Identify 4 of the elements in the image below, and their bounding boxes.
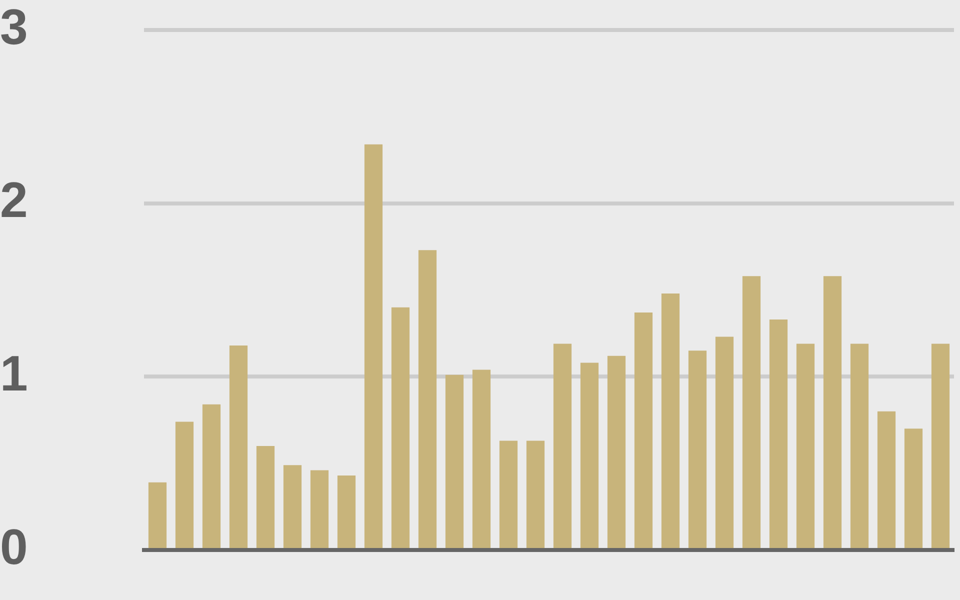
y-tick-label: 3 — [0, 0, 28, 55]
y-tick-label: 0 — [0, 518, 28, 575]
y-tick-label: 2 — [0, 172, 28, 228]
y-tick-label: 1 — [0, 345, 28, 402]
